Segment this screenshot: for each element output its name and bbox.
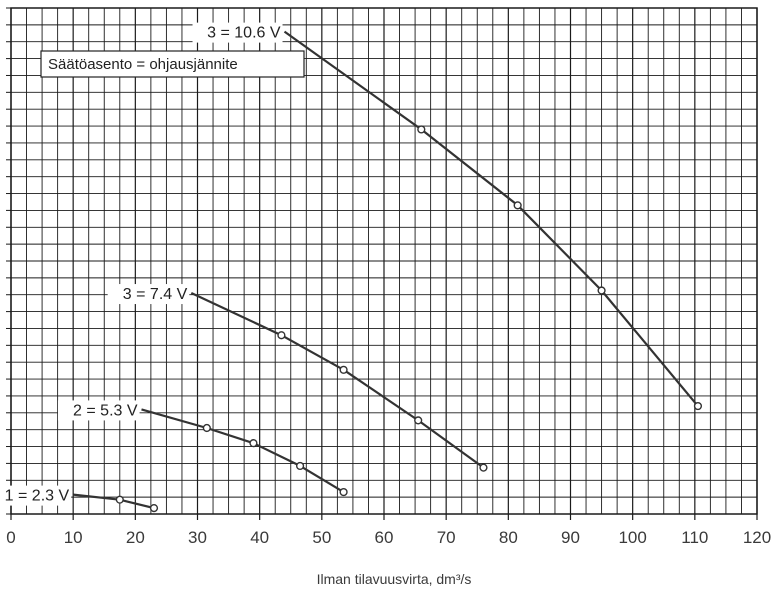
grid bbox=[10, 7, 758, 515]
x-tick-label: 20 bbox=[126, 528, 145, 547]
x-tick-label: 40 bbox=[250, 528, 269, 547]
series-label-bg bbox=[107, 284, 190, 305]
data-point bbox=[693, 401, 703, 411]
x-tick-label: 100 bbox=[618, 528, 646, 547]
series-label: 1 = 2.3 V bbox=[5, 488, 70, 505]
data-point bbox=[414, 416, 423, 425]
data-point bbox=[339, 365, 348, 374]
annotation-box: Säätöasento = ohjausjännite bbox=[40, 50, 305, 78]
series-label-bg bbox=[0, 485, 72, 506]
data-point bbox=[479, 463, 488, 472]
annotation-frame bbox=[40, 50, 305, 78]
x-tick-label: 10 bbox=[64, 528, 83, 547]
data-point bbox=[339, 487, 348, 497]
data-point bbox=[597, 286, 606, 295]
data-point bbox=[513, 201, 522, 210]
labels: 1 = 2.3 V 2 = 5.3 V 3 = 7.4 V 3 = 10.6 V bbox=[0, 22, 283, 506]
series-label-bg bbox=[192, 22, 283, 43]
series-label: 3 = 7.4 V bbox=[123, 286, 188, 303]
x-tick-label: 90 bbox=[561, 528, 580, 547]
x-tick-label: 0 bbox=[6, 528, 15, 547]
x-tick-label: 120 bbox=[743, 528, 771, 547]
data-point bbox=[295, 461, 305, 471]
x-tick-label: 70 bbox=[437, 528, 456, 547]
x-tick-label: 80 bbox=[499, 528, 518, 547]
x-tick-label: 110 bbox=[681, 528, 708, 547]
annotation-text: Säätöasento = ohjausjännite bbox=[48, 56, 238, 73]
x-axis-label: Ilman tilavuusvirta, dm³/s bbox=[317, 571, 472, 587]
data-point bbox=[417, 125, 426, 134]
x-tick-label: 30 bbox=[188, 528, 207, 547]
series bbox=[73, 30, 703, 513]
data-point bbox=[249, 439, 258, 448]
series-label: 3 = 10.6 V bbox=[207, 25, 281, 42]
data-point bbox=[277, 331, 286, 340]
series-label-bg bbox=[57, 400, 140, 421]
axes: 0 10 20 30 40 50 60 70 80 90 100 110 120 bbox=[6, 7, 771, 547]
data-point bbox=[115, 495, 124, 504]
data-point bbox=[202, 423, 211, 433]
series-label: 2 = 5.3 V bbox=[73, 402, 138, 419]
x-tick-label: 60 bbox=[375, 528, 394, 547]
data-point bbox=[149, 503, 159, 513]
x-tick-label: 50 bbox=[312, 528, 331, 547]
